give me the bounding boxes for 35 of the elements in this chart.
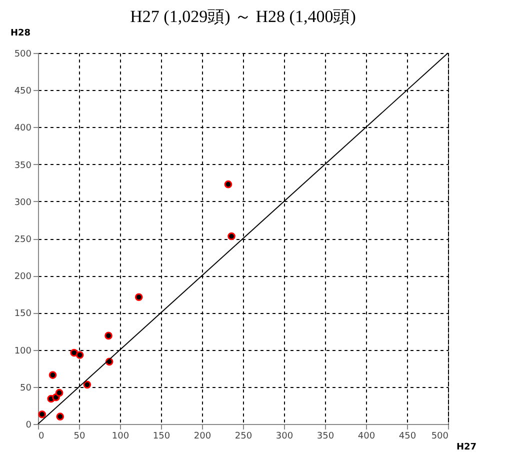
y-tick-label: 150 xyxy=(14,309,32,320)
x-tick-label: 50 xyxy=(74,432,86,442)
x-tick-label: 200 xyxy=(194,432,212,442)
x-tick-label: 500 xyxy=(431,432,449,442)
y-tick-label: 400 xyxy=(14,124,32,134)
y-tick-label: 500 xyxy=(14,50,32,60)
point xyxy=(76,351,84,359)
point xyxy=(56,412,64,420)
x-tick-label: 100 xyxy=(112,432,130,442)
y-tick-label: 0 xyxy=(26,420,32,430)
point xyxy=(228,232,236,240)
x-axis-title: H27 xyxy=(456,442,477,452)
y-axis-title: H28 xyxy=(10,28,31,38)
point xyxy=(55,388,64,397)
x-tick-label: 350 xyxy=(316,432,334,442)
x-tick-label: 150 xyxy=(152,432,170,442)
x-tick-label: 0 xyxy=(38,432,44,442)
y-tick-label: 200 xyxy=(14,272,32,282)
point xyxy=(38,410,46,418)
y-tick-label: 300 xyxy=(14,198,32,208)
x-tick-label: 400 xyxy=(358,432,376,442)
x-tick-label: 300 xyxy=(276,432,294,442)
point xyxy=(83,380,92,389)
y-tick-label: 350 xyxy=(14,160,32,171)
point xyxy=(134,293,143,302)
point xyxy=(48,371,57,379)
y-tick-label: 50 xyxy=(20,383,32,394)
point xyxy=(224,180,232,188)
point xyxy=(104,332,112,340)
y-tick-label: 100 xyxy=(14,346,32,356)
y-tick-label: 250 xyxy=(14,235,32,245)
y-tick-label: 450 xyxy=(14,86,32,97)
x-tick-label: 450 xyxy=(398,432,416,442)
chart-title: H27 (1,029頭) ～ H28 (1,400頭) xyxy=(130,7,356,26)
x-tick-label: 250 xyxy=(234,432,252,442)
